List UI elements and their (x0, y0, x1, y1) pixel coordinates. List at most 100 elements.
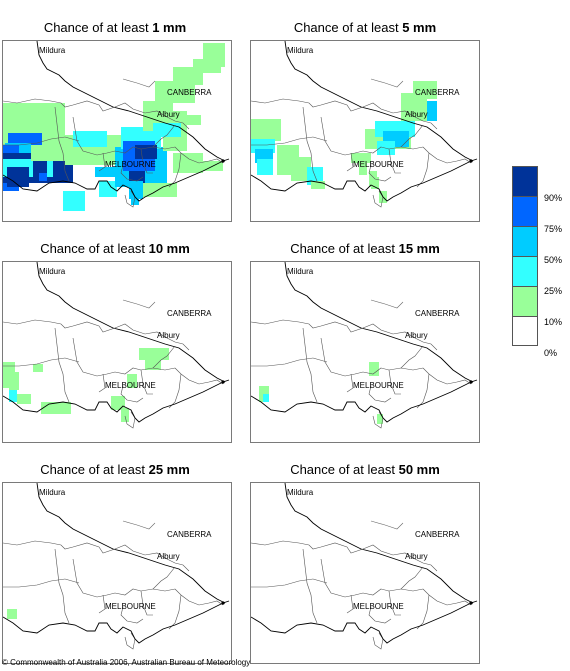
rain-cell-1mm-23 (131, 193, 139, 205)
district-border-4 (64, 578, 80, 584)
rain-cell-1mm-30 (187, 115, 201, 125)
district-border-8 (422, 146, 472, 164)
rain-cell-10mm-2 (9, 390, 17, 402)
rain-cell-25mm-0 (7, 609, 17, 619)
district-border-3 (3, 578, 66, 588)
rain-cell-10mm-4 (33, 364, 43, 372)
district-border-0 (251, 98, 438, 130)
district-border-8 (422, 588, 472, 606)
rain-cell-10mm-3 (17, 394, 31, 404)
district-border-0 (3, 98, 190, 130)
district-border-4 (312, 578, 328, 584)
map-label-canberra: CANBERRA (167, 88, 212, 97)
map-label-mildura: Mildura (39, 488, 66, 497)
district-border-7 (400, 345, 424, 369)
district-border-6 (140, 590, 153, 616)
state-border (36, 483, 226, 604)
panel-title-25mm: Chance of at least 25 mm (40, 462, 190, 477)
district-border-7 (152, 124, 176, 148)
district-border-5 (346, 152, 354, 172)
panel-title-15mm: Chance of at least 15 mm (290, 241, 440, 256)
map-label-melbourne: MELBOURNE (105, 381, 156, 390)
district-border-7 (152, 566, 176, 590)
district-border-6 (140, 369, 153, 395)
district-border-4 (64, 136, 80, 142)
cape-marker (469, 601, 473, 605)
rain-cell-1mm-6 (7, 167, 29, 187)
legend-swatch-25 (512, 256, 538, 286)
legend-color-scale (512, 166, 538, 346)
district-border-10 (120, 164, 144, 182)
map-panel-10mm: Mildura CANBERRA Albury MELBOURNE (2, 261, 232, 443)
cape-marker (469, 380, 473, 384)
rain-cell-10mm-7 (121, 408, 129, 422)
district-border-6 (140, 148, 153, 174)
map-label-albury: Albury (157, 331, 180, 340)
copyright-footer: © Commonwealth of Australia 2006, Austra… (2, 658, 251, 667)
district-border-0 (3, 319, 190, 351)
district-border-0 (251, 540, 438, 572)
district-border-6 (388, 369, 401, 395)
rain-cell-10mm-6 (111, 396, 125, 410)
map-label-albury: Albury (157, 552, 180, 561)
legend-label-75: 75% (544, 224, 563, 234)
rain-cell-5mm-5 (291, 157, 311, 181)
map-label-albury: Albury (405, 110, 428, 119)
map-label-melbourne: MELBOURNE (353, 381, 404, 390)
map-label-canberra: CANBERRA (167, 309, 212, 318)
rain-cell-5mm-9 (359, 161, 367, 175)
coastline (3, 158, 230, 202)
map-panel-15mm: Mildura CANBERRA Albury MELBOURNE (250, 261, 480, 443)
legend-label-50: 50% (544, 255, 563, 265)
map-label-canberra: CANBERRA (415, 530, 460, 539)
district-border-1 (302, 548, 318, 624)
district-border-0 (251, 319, 438, 351)
map-panel-1mm: Mildura CANBERRA Albury MELBOURNE (2, 40, 232, 222)
district-border-2 (320, 337, 424, 377)
district-border-1 (54, 327, 70, 403)
rain-cell-1mm-15 (99, 181, 117, 197)
district-border-1 (302, 106, 318, 182)
district-border-0 (3, 540, 190, 572)
district-border (370, 520, 404, 530)
district-border-3 (3, 136, 66, 146)
district-border-8 (174, 588, 224, 606)
legend-swatch-0 (512, 316, 538, 346)
map-label-mildura: Mildura (287, 46, 314, 55)
district-border-9 (168, 373, 182, 409)
district-border (122, 299, 156, 309)
map-label-canberra: CANBERRA (167, 530, 212, 539)
district-border-9 (416, 152, 430, 188)
district-border-5 (98, 594, 106, 614)
rain-cell-1mm-11 (31, 145, 67, 161)
district-border-9 (416, 373, 430, 409)
rain-cell-5mm-18 (427, 101, 437, 121)
cape-marker (221, 159, 225, 163)
district-border-5 (98, 373, 106, 393)
rain-cell-10mm-8 (127, 374, 137, 388)
district-border-3 (3, 357, 66, 367)
rain-cell-5mm-3 (257, 159, 273, 175)
state-border (36, 41, 226, 162)
map-label-melbourne: MELBOURNE (105, 160, 156, 169)
map-label-albury: Albury (405, 552, 428, 561)
district-border-8 (422, 367, 472, 385)
district-border (122, 520, 156, 530)
rain-cell-5mm-19 (423, 87, 437, 99)
map-label-canberra: CANBERRA (415, 309, 460, 318)
district-border-3 (251, 357, 314, 367)
district-border-1 (54, 548, 70, 624)
district-border-6 (388, 148, 401, 174)
panel-title-50mm: Chance of at least 50 mm (290, 462, 440, 477)
state-border (36, 262, 226, 383)
district-border-10 (120, 606, 144, 624)
legend-swatch-90 (512, 166, 538, 196)
district-border-7 (400, 566, 424, 590)
state-border (284, 483, 474, 604)
rain-cell-10mm-10 (145, 360, 161, 370)
legend-label-25: 25% (544, 286, 563, 296)
district-border-6 (388, 590, 401, 616)
rain-cell-5mm-7 (311, 181, 325, 189)
legend-swatch-75 (512, 196, 538, 226)
district-border-5 (98, 152, 106, 172)
